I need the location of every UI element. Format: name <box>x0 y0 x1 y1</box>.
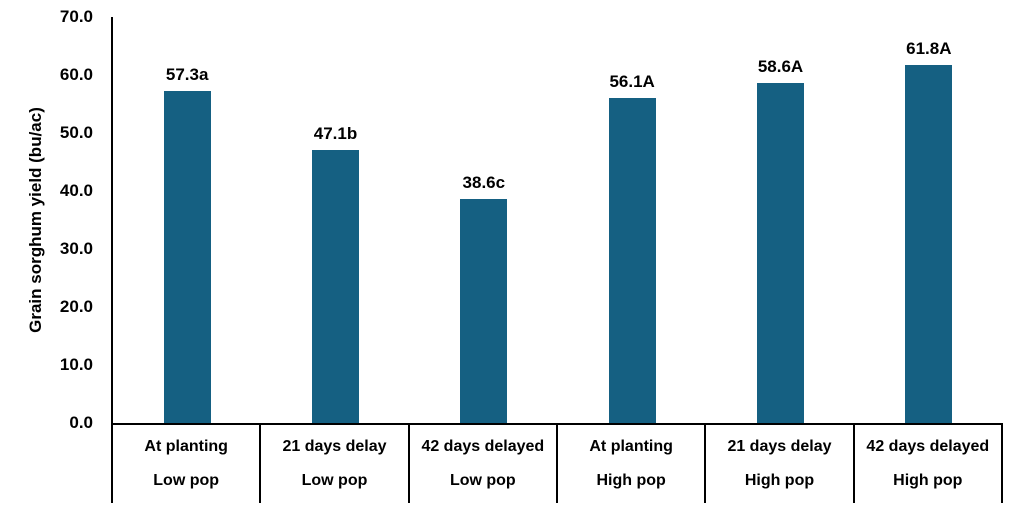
bar-value-label: 47.1b <box>313 123 358 143</box>
x-axis-categories: At planting Low pop 21 days delay Low pop 42… <box>111 425 1003 503</box>
category-cell: At planting High pop <box>555 425 704 503</box>
bar <box>608 97 656 423</box>
category-cell: 21 days delay High pop <box>704 425 852 503</box>
category-population-label: Low pop <box>153 471 220 489</box>
category-treatment-label: 42 days delayed <box>866 438 990 456</box>
bar <box>312 149 359 423</box>
y-tick-label: 40.0 <box>59 181 93 200</box>
category-population-label: High pop <box>596 471 666 489</box>
bar-value-label: 61.8A <box>906 38 952 58</box>
category-treatment-label: At planting <box>589 438 673 456</box>
y-tick-label: 70.0 <box>59 7 93 26</box>
y-tick-label: 30.0 <box>59 239 93 258</box>
category-cell: 42 days delayed High pop <box>852 425 1003 503</box>
y-tick-label: 0.0 <box>69 413 93 432</box>
category-treatment-label: 21 days delay <box>727 438 832 456</box>
y-axis-tick-labels: 0.0 10.0 20.0 30.0 40.0 50.0 60.0 70.0 <box>0 0 93 513</box>
bar-value-label: 38.6c <box>462 173 506 193</box>
bar <box>460 199 508 423</box>
bar <box>757 83 804 423</box>
bar-value-label: 56.1A <box>609 71 655 91</box>
category-cell: At planting Low pop <box>111 425 259 503</box>
bar <box>163 90 211 423</box>
category-population-label: Low pop <box>301 471 368 489</box>
plot-area: 57.3a 47.1b 38.6c 56.1A 58.6A 61.8A <box>113 17 1003 423</box>
y-tick-label: 60.0 <box>59 65 93 84</box>
y-axis-line <box>111 17 113 425</box>
y-tick-label: 10.0 <box>59 355 93 374</box>
x-axis-line <box>111 423 1003 425</box>
y-tick-label: 50.0 <box>59 123 93 142</box>
category-cell: 21 days delay Low pop <box>259 425 407 503</box>
category-treatment-label: At planting <box>144 438 228 456</box>
category-cell: 42 days delayed Low pop <box>407 425 556 503</box>
bar <box>905 64 953 423</box>
category-population-label: Low pop <box>449 471 516 489</box>
category-treatment-label: 42 days delayed <box>421 438 545 456</box>
y-tick-label: 20.0 <box>59 297 93 316</box>
category-population-label: High pop <box>744 471 815 489</box>
bar-value-label: 58.6A <box>757 57 804 77</box>
category-treatment-label: 21 days delay <box>282 438 387 456</box>
bar-value-label: 57.3a <box>165 64 209 84</box>
category-population-label: High pop <box>893 471 963 489</box>
